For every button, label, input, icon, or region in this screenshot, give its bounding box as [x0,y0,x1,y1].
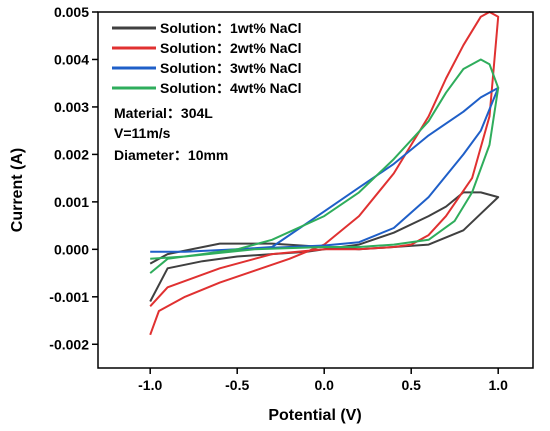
legend-label-3: Solution：3wt% NaCl [160,60,302,76]
plot-frame [97,11,534,369]
y-tick-label: 0.000 [54,241,89,257]
legend-label-1: Solution：1wt% NaCl [160,20,302,36]
x-tick-label: -1.0 [138,377,162,393]
y-tick-label: 0.002 [54,146,89,162]
annotation-diameter: Diameter：10mm [114,147,228,163]
y-tick-label: -0.001 [49,289,89,305]
y-axis-title: Current (A) [9,148,26,232]
legend-label-2: Solution：2wt% NaCl [160,40,302,56]
x-tick-label: -0.5 [225,377,249,393]
annotation-velocity: V=11m/s [114,125,171,141]
annotation-material: Material：304L [114,105,213,121]
series-line-2 [149,11,500,336]
legend: Solution：1wt% NaCl Solution：2wt% NaCl So… [112,20,302,96]
series-line-4 [149,58,500,274]
y-tick-label: -0.002 [49,336,89,352]
x-axis-title: Potential (V) [268,407,361,424]
x-tick-label: 1.0 [488,377,508,393]
legend-label-4: Solution：4wt% NaCl [160,80,302,96]
y-tick-label: 0.004 [54,51,89,67]
x-axis: -1.0 -0.5 0.0 0.5 1.0 [138,368,508,393]
series-layer [149,11,500,336]
y-tick-label: 0.001 [54,194,89,210]
y-axis: -0.002 -0.001 0.000 0.001 0.002 0.003 0.004 0.0… [49,4,98,352]
annotations: Material：304L V=11m/s Diameter：10mm [114,105,228,163]
x-tick-label: 0.5 [401,377,421,393]
y-tick-label: 0.003 [54,99,89,115]
y-tick-label: 0.005 [54,4,89,20]
x-tick-label: 0.0 [314,377,334,393]
